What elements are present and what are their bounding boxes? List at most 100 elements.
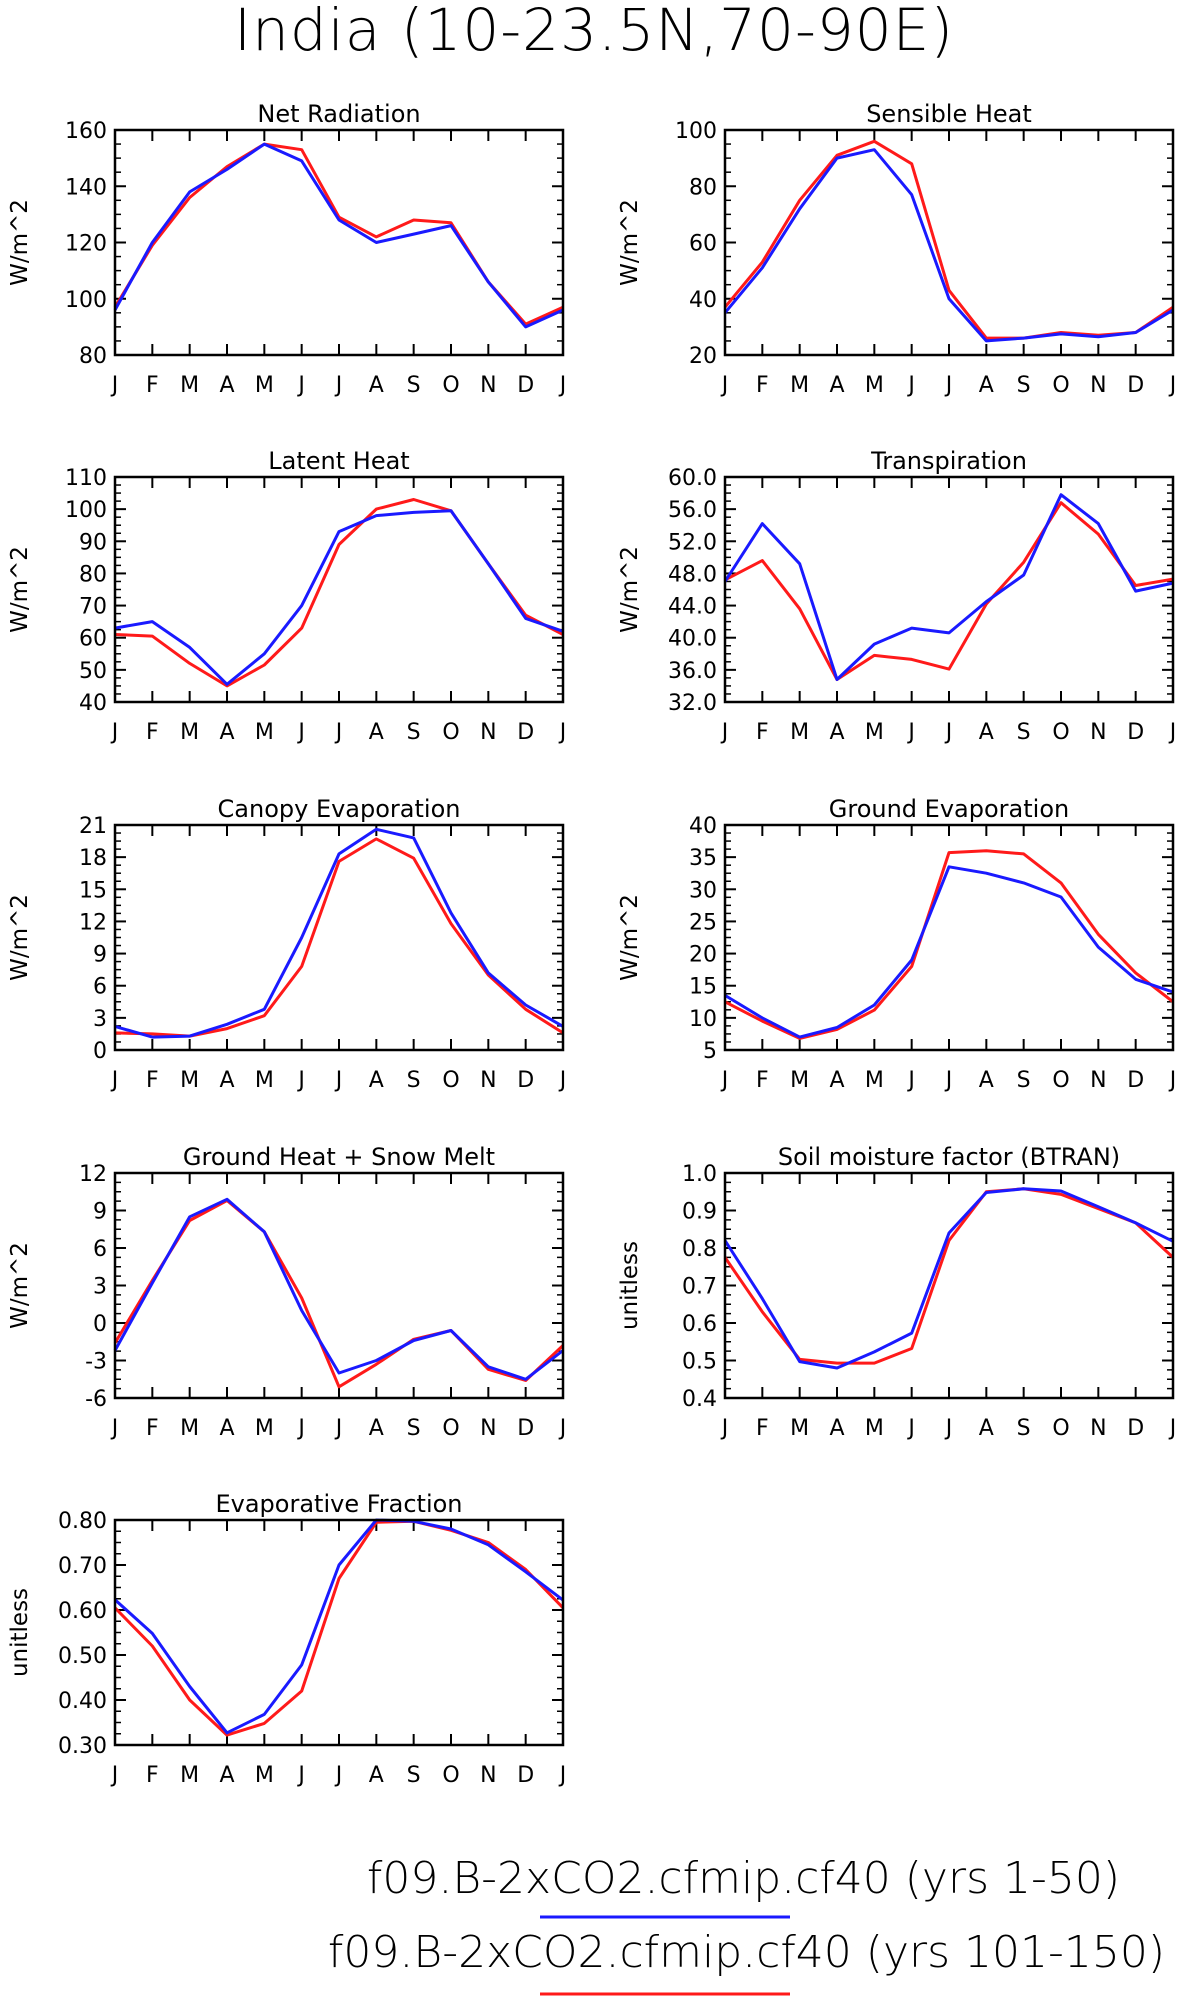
x-tick-label: S — [407, 1416, 421, 1441]
y-tick-label: 0.50 — [58, 1644, 107, 1669]
plot-frame — [113, 128, 565, 357]
x-tick-label: O — [1052, 1068, 1069, 1093]
x-tick-label: M — [180, 1763, 199, 1788]
x-tick-label: S — [407, 720, 421, 745]
y-tick-label: 0 — [93, 1312, 107, 1337]
y-tick-label: 6 — [93, 975, 107, 1000]
y-axis-label: W/m^2 — [7, 199, 33, 286]
y-axis-label: W/m^2 — [7, 546, 33, 633]
y-tick-label: 32.0 — [668, 691, 717, 716]
x-tick-label: M — [790, 720, 809, 745]
x-tick-label: J — [944, 720, 953, 745]
series-line-2 — [113, 142, 564, 326]
panel-title: Ground Evaporation — [829, 795, 1069, 823]
y-tick-label: 0.4 — [682, 1387, 717, 1412]
y-tick-label: 60 — [689, 232, 717, 257]
chart-panel: Evaporative Fraction unitless 0.30 0.40 0.50… — [7, 1490, 566, 1788]
plot-frame — [113, 475, 565, 704]
series-line-1 — [113, 142, 564, 329]
x-tick-label: F — [756, 720, 769, 745]
x-tick-label: M — [865, 720, 884, 745]
x-tick-label: A — [829, 1416, 844, 1441]
chart-panel: Ground Heat + Snow Melt W/m^2 -6 -3 0 3 6 9 12 J F… — [7, 1143, 566, 1441]
x-tick-label: O — [442, 720, 459, 745]
x-tick-label: O — [1052, 373, 1069, 398]
x-tick-label: J — [110, 1763, 119, 1788]
x-tick-label: J — [558, 720, 567, 745]
series-line-1 — [114, 827, 564, 1039]
y-tick-label: 5 — [703, 1039, 717, 1064]
x-tick-label: J — [334, 720, 343, 745]
x-tick-label: J — [334, 1068, 343, 1093]
panel-title: Net Radiation — [257, 100, 420, 128]
panel-title: Ground Heat + Snow Melt — [183, 1143, 495, 1171]
x-tick-label: M — [255, 1416, 274, 1441]
panel-title: Soil moisture factor (BTRAN) — [778, 1143, 1120, 1171]
x-tick-label: F — [146, 1416, 159, 1441]
x-tick-label: M — [255, 720, 274, 745]
series-line-2 — [723, 1187, 1175, 1365]
y-axis-label: unitless — [617, 1241, 643, 1330]
x-tick-label: J — [558, 1068, 567, 1093]
y-tick-label: 50 — [79, 659, 107, 684]
y-tick-label: 0.70 — [58, 1554, 107, 1579]
y-tick-label: 20 — [689, 943, 717, 968]
x-tick-label: J — [720, 1068, 729, 1093]
x-tick-label: D — [1127, 1416, 1144, 1441]
x-tick-label: J — [720, 720, 729, 745]
x-tick-label: N — [480, 1763, 496, 1788]
y-tick-label: 110 — [65, 466, 107, 491]
x-tick-label: M — [790, 373, 809, 398]
y-tick-label: 80 — [79, 344, 107, 369]
x-tick-label: J — [296, 1068, 305, 1093]
y-tick-label: 100 — [675, 119, 717, 144]
y-tick-label: 56.0 — [668, 498, 717, 523]
panel-title: Sensible Heat — [866, 100, 1032, 128]
y-tick-label: 60.0 — [668, 466, 717, 491]
x-tick-label: M — [865, 373, 884, 398]
y-tick-label: 15 — [79, 878, 107, 903]
x-tick-label: J — [1168, 1416, 1177, 1441]
y-tick-label: 40 — [79, 691, 107, 716]
x-tick-label: A — [219, 1068, 234, 1093]
x-tick-label: J — [110, 1068, 119, 1093]
y-tick-label: 0.8 — [682, 1237, 717, 1262]
x-tick-label: J — [558, 373, 567, 398]
y-axis-label: W/m^2 — [617, 199, 643, 286]
x-tick-label: J — [1168, 1068, 1177, 1093]
series-line-2 — [114, 498, 564, 688]
x-tick-label: A — [369, 1068, 384, 1093]
x-tick-label: S — [407, 1068, 421, 1093]
y-tick-label: 140 — [65, 175, 107, 200]
series-line-1 — [723, 1187, 1174, 1370]
x-tick-label: A — [369, 1763, 384, 1788]
series-line-2 — [114, 837, 564, 1038]
series-line-1 — [114, 509, 564, 686]
x-tick-label: M — [790, 1068, 809, 1093]
x-tick-label: A — [219, 720, 234, 745]
y-tick-label: 0.80 — [58, 1509, 107, 1534]
x-tick-label: J — [110, 1416, 119, 1441]
y-tick-label: 18 — [79, 846, 107, 871]
figure-title: India (10-23.5N,70-90E) — [234, 0, 954, 64]
y-tick-label: 12 — [79, 910, 107, 935]
x-tick-label: D — [517, 720, 534, 745]
y-tick-label: 44.0 — [668, 595, 717, 620]
x-tick-label: A — [829, 373, 844, 398]
chart-panel: Ground Evaporation W/m^2 5 10 15 20 25 30 35 40 J F… — [617, 795, 1176, 1093]
x-tick-label: M — [790, 1416, 809, 1441]
y-tick-label: -6 — [85, 1387, 107, 1412]
x-tick-label: O — [442, 373, 459, 398]
y-tick-label: 6 — [93, 1237, 107, 1262]
x-tick-label: N — [1090, 1416, 1106, 1441]
x-tick-label: N — [1090, 373, 1106, 398]
series-line-2 — [724, 501, 1174, 681]
y-tick-label: 80 — [79, 562, 107, 587]
x-tick-label: A — [979, 373, 994, 398]
series-line-1 — [113, 1518, 564, 1735]
x-tick-label: D — [1127, 1068, 1144, 1093]
legend: f09.B-2xCO2.cfmip.cf40 (yrs 1-50) f09.B-… — [328, 1853, 1165, 1996]
y-tick-label: 40 — [689, 814, 717, 839]
y-tick-label: 40.0 — [668, 627, 717, 652]
